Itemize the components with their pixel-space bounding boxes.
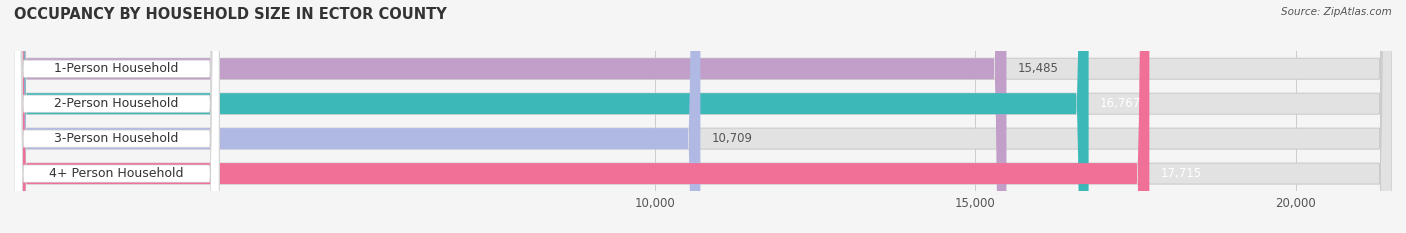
Text: 1-Person Household: 1-Person Household xyxy=(55,62,179,75)
FancyBboxPatch shape xyxy=(14,0,219,233)
Text: OCCUPANCY BY HOUSEHOLD SIZE IN ECTOR COUNTY: OCCUPANCY BY HOUSEHOLD SIZE IN ECTOR COU… xyxy=(14,7,447,22)
FancyBboxPatch shape xyxy=(14,0,1392,233)
FancyBboxPatch shape xyxy=(14,0,1149,233)
FancyBboxPatch shape xyxy=(14,0,1088,233)
FancyBboxPatch shape xyxy=(14,0,1392,233)
FancyBboxPatch shape xyxy=(14,0,1007,233)
FancyBboxPatch shape xyxy=(14,0,1392,233)
Text: 2-Person Household: 2-Person Household xyxy=(55,97,179,110)
FancyBboxPatch shape xyxy=(14,0,1392,233)
Text: 15,485: 15,485 xyxy=(1018,62,1059,75)
FancyBboxPatch shape xyxy=(14,0,219,233)
Text: 16,767: 16,767 xyxy=(1099,97,1142,110)
FancyBboxPatch shape xyxy=(14,0,219,233)
Text: 4+ Person Household: 4+ Person Household xyxy=(49,167,184,180)
Text: 10,709: 10,709 xyxy=(711,132,752,145)
FancyBboxPatch shape xyxy=(14,0,700,233)
Text: 17,715: 17,715 xyxy=(1161,167,1202,180)
Text: Source: ZipAtlas.com: Source: ZipAtlas.com xyxy=(1281,7,1392,17)
FancyBboxPatch shape xyxy=(14,0,219,233)
Text: 3-Person Household: 3-Person Household xyxy=(55,132,179,145)
